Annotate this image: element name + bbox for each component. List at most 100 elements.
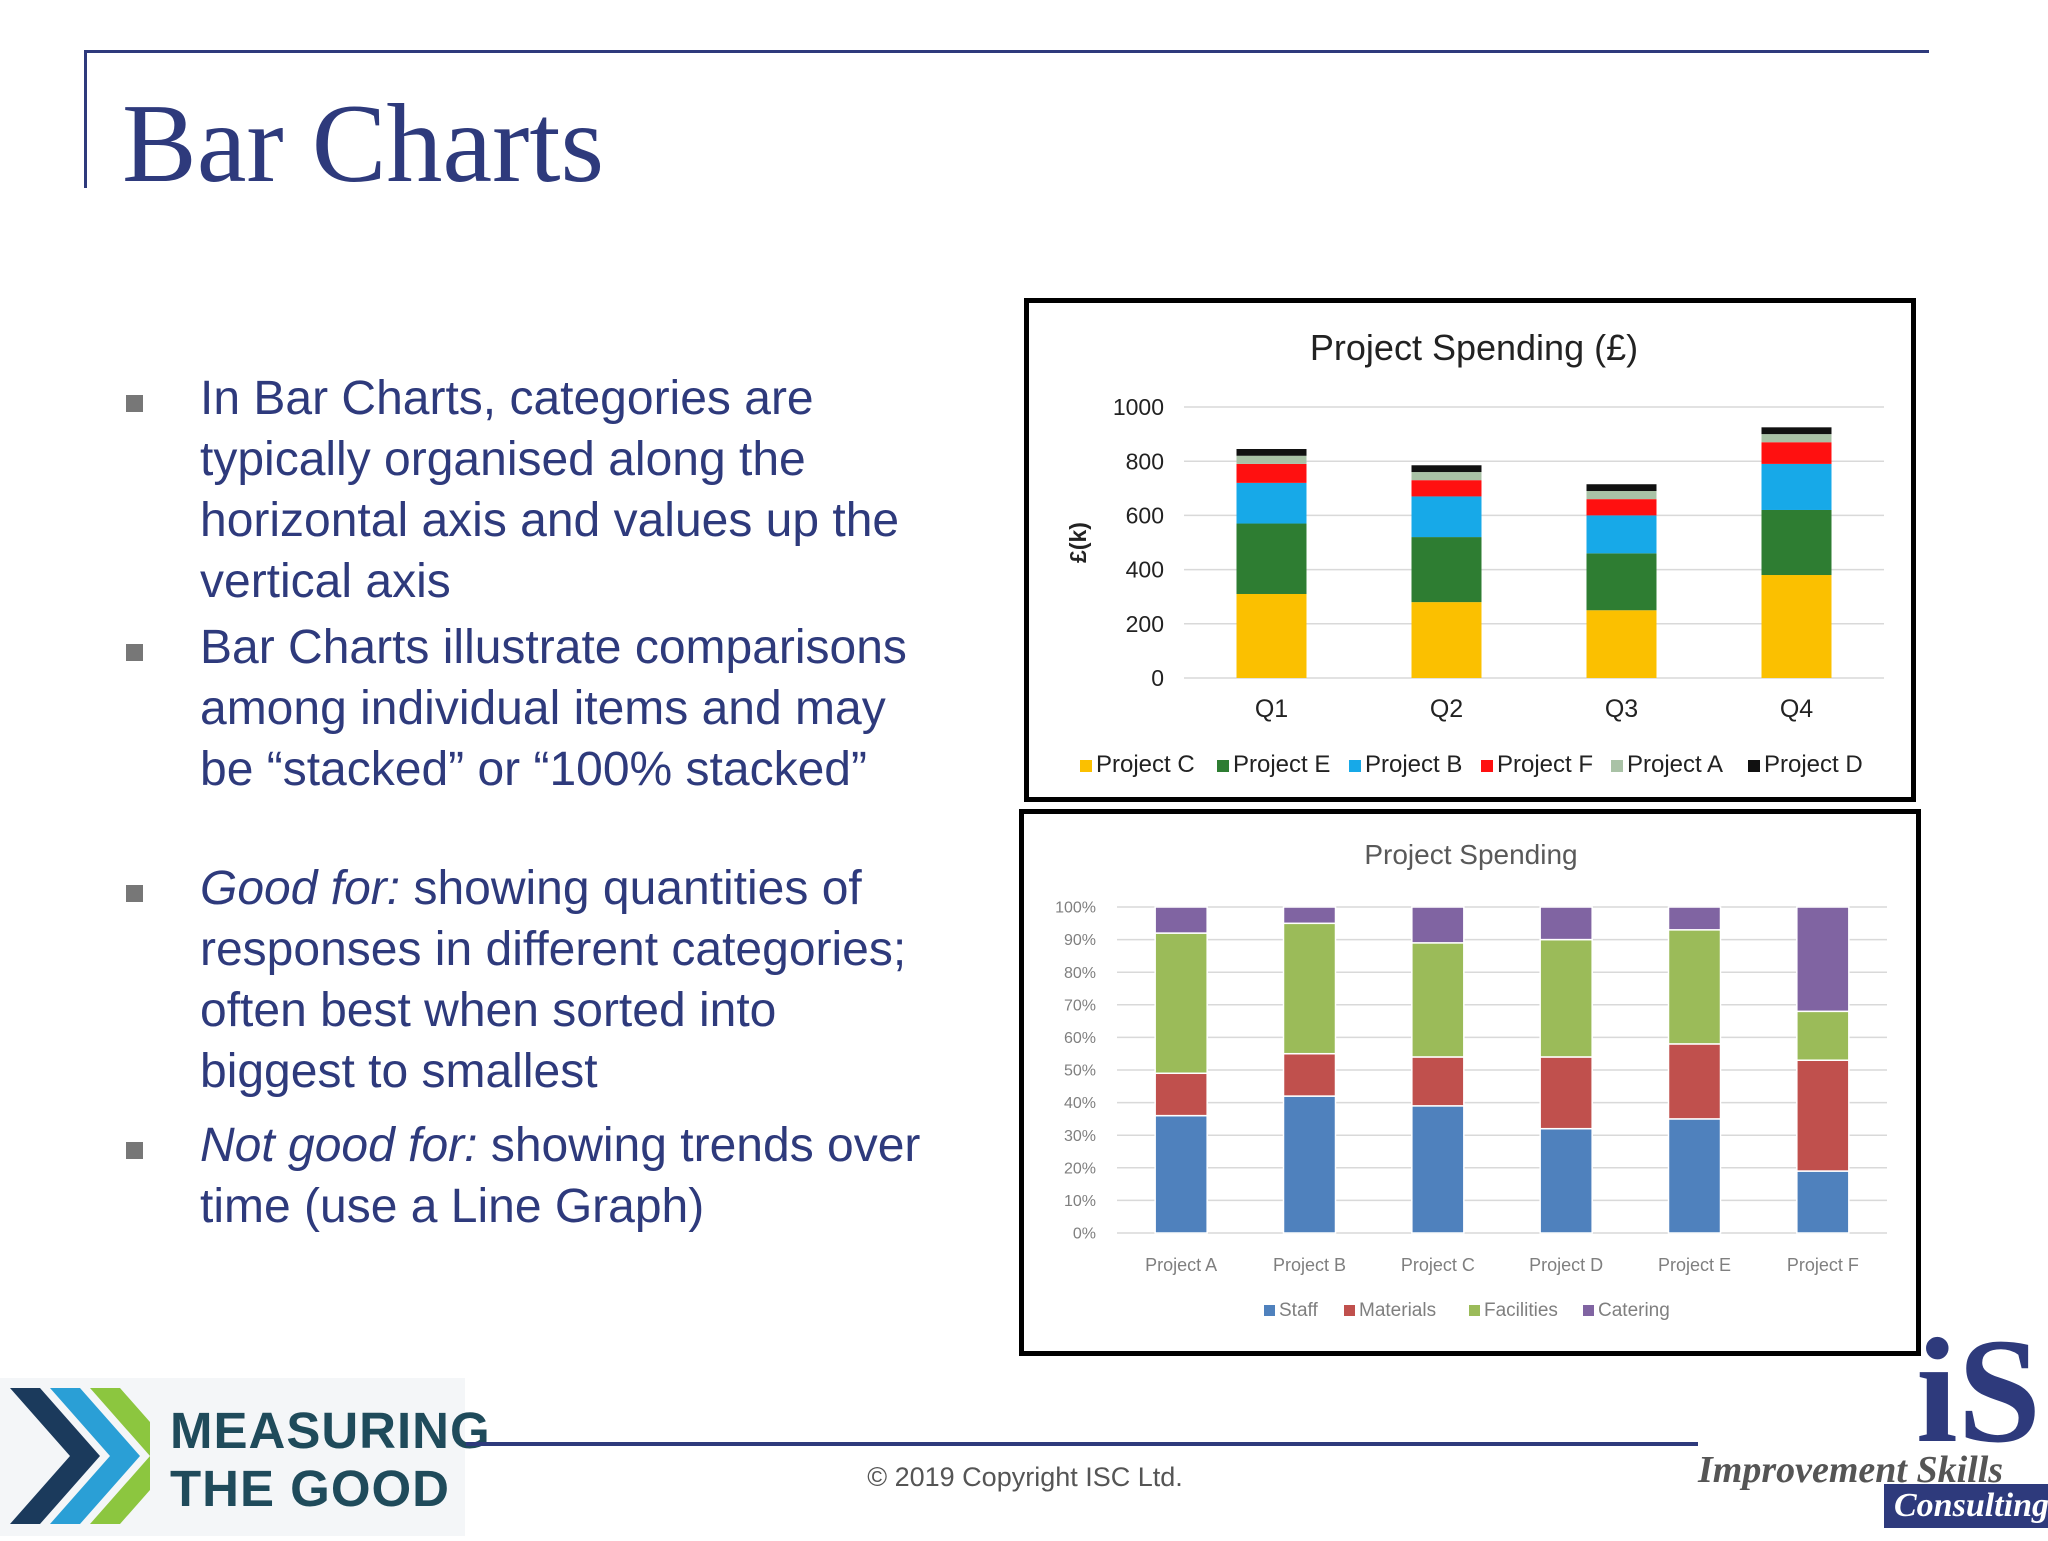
y-tick-label: 60% [1064, 1030, 1096, 1047]
bullet-text: In Bar Charts, categories are typically … [200, 372, 900, 608]
x-tick-label: Q2 [1430, 695, 1463, 723]
legend-swatch [1583, 1305, 1594, 1316]
x-tick-label: Project F [1787, 1255, 1859, 1275]
bar-segment [1411, 602, 1482, 678]
y-tick-label: 200 [1126, 611, 1164, 637]
x-tick-label: Project E [1658, 1255, 1731, 1275]
legend-swatch [1469, 1305, 1480, 1316]
bullet-item: In Bar Charts, categories are typically … [120, 368, 940, 612]
legend-swatch [1611, 760, 1623, 772]
bar-segment [1539, 1056, 1593, 1130]
bar-segment [1154, 932, 1208, 1075]
y-tick-label: 30% [1064, 1128, 1096, 1145]
stacked-bar-chart: Project Spending (£) £(k) 0 200 400 600 800 100… [1024, 298, 1916, 802]
bar-segment [1282, 1052, 1337, 1097]
bar-segment [1539, 938, 1593, 1058]
bullet-square-icon [126, 1142, 143, 1159]
measuring-the-good-text: MEASURING THE GOOD [170, 1402, 491, 1518]
y-axis-label: £(k) [1065, 522, 1091, 563]
bar-segment [1539, 906, 1593, 941]
legend-swatch [1344, 1305, 1355, 1316]
bar-segment [1667, 1043, 1722, 1120]
legend-label: Project F [1497, 751, 1593, 778]
bar-segment [1411, 480, 1482, 497]
legend-label: Project A [1627, 751, 1723, 778]
title-frame-left [84, 50, 87, 188]
bar-segment [1236, 593, 1307, 678]
bullet-item: Good for: showing quantities of response… [120, 858, 940, 1102]
bar-segment [1236, 482, 1307, 524]
bar-segment [1586, 515, 1657, 554]
x-tick-label: Q3 [1605, 695, 1638, 723]
logo-line-1: MEASURING [170, 1402, 491, 1459]
bar-segment [1761, 434, 1832, 443]
bullet-text: Bar Charts illustrate comparisons among … [200, 621, 907, 796]
bar-segment [1796, 1010, 1850, 1061]
bullet-square-icon [126, 885, 143, 902]
bullet-item: Bar Charts illustrate comparisons among … [120, 617, 940, 800]
measuring-the-good-logo [0, 1378, 465, 1536]
percent-stacked-bar-chart-svg: Project Spending 0% 10% 20% 30% 40% 50% 60% 70% 8… [1055, 839, 1887, 1321]
percent-stacked-bar-chart: Project Spending 0% 10% 20% 30% 40% 50% 60% 70% 8… [1019, 809, 1921, 1356]
legend-label: Project E [1233, 751, 1330, 778]
legend-label: Materials [1359, 1300, 1436, 1321]
bar-segment [1411, 465, 1482, 473]
bar-segment [1761, 427, 1832, 435]
chart-title: Project Spending [1364, 839, 1577, 870]
y-tick-label: 800 [1126, 448, 1164, 474]
bar-segment [1667, 1118, 1722, 1234]
legend-label: Project D [1764, 751, 1863, 778]
bar-segment [1761, 463, 1832, 510]
bar-segment [1411, 496, 1482, 538]
bar-segment [1236, 523, 1307, 594]
y-tick-label: 0% [1073, 1226, 1096, 1243]
y-tick-label: 600 [1126, 502, 1164, 528]
bar-segment [1796, 1059, 1850, 1172]
bar-segment [1761, 575, 1832, 678]
bullet-lead: Not good for: [200, 1119, 478, 1172]
bar-segment [1411, 942, 1465, 1058]
bar-segment [1586, 610, 1657, 678]
bar-segment [1667, 906, 1722, 931]
y-tick-label: 40% [1064, 1095, 1096, 1112]
legend-label: Catering [1598, 1300, 1670, 1321]
legend-label: Staff [1279, 1300, 1318, 1321]
bar-segment [1667, 929, 1722, 1045]
y-tick-label: 70% [1064, 997, 1096, 1014]
copyright-text: © 2019 Copyright ISC Ltd. [867, 1462, 1183, 1492]
legend-label: Project C [1096, 751, 1195, 778]
bar-segment [1796, 1170, 1850, 1234]
bar-segment [1586, 499, 1657, 516]
bullet-square-icon [126, 395, 143, 412]
slide-title: Bar Charts [122, 82, 605, 206]
is-logo-sub: Consulting [1884, 1484, 2048, 1528]
bar-segment [1539, 1127, 1593, 1234]
x-tick-label: Q1 [1255, 695, 1288, 723]
chart-title: Project Spending (£) [1310, 327, 1638, 368]
bar-segment [1586, 491, 1657, 500]
bar-segment [1761, 509, 1832, 576]
bullet-square-icon [126, 644, 143, 661]
bar-segment [1154, 1072, 1208, 1117]
bar-segment [1586, 553, 1657, 611]
logo-line-2: THE GOOD [170, 1460, 451, 1517]
bar-segment [1761, 442, 1832, 464]
bar-segment [1796, 906, 1850, 1013]
footer-rule [466, 1442, 1698, 1446]
y-tick-label: 50% [1064, 1063, 1096, 1080]
y-tick-label: 20% [1064, 1160, 1096, 1177]
bar-segment [1282, 922, 1337, 1055]
y-tick-label: 80% [1064, 965, 1096, 982]
bar-segment [1411, 472, 1482, 481]
legend-label: Facilities [1484, 1300, 1558, 1321]
legend-swatch [1217, 760, 1229, 772]
bar-segment [1586, 484, 1657, 492]
legend-swatch [1349, 760, 1361, 772]
y-tick-label: 0 [1151, 665, 1164, 691]
bar-segment [1236, 463, 1307, 483]
x-tick-label: Project B [1273, 1255, 1346, 1275]
y-tick-label: 1000 [1113, 394, 1164, 420]
x-tick-label: Project A [1145, 1255, 1217, 1275]
y-tick-label: 100% [1055, 900, 1096, 917]
bar-segment [1282, 1095, 1337, 1234]
